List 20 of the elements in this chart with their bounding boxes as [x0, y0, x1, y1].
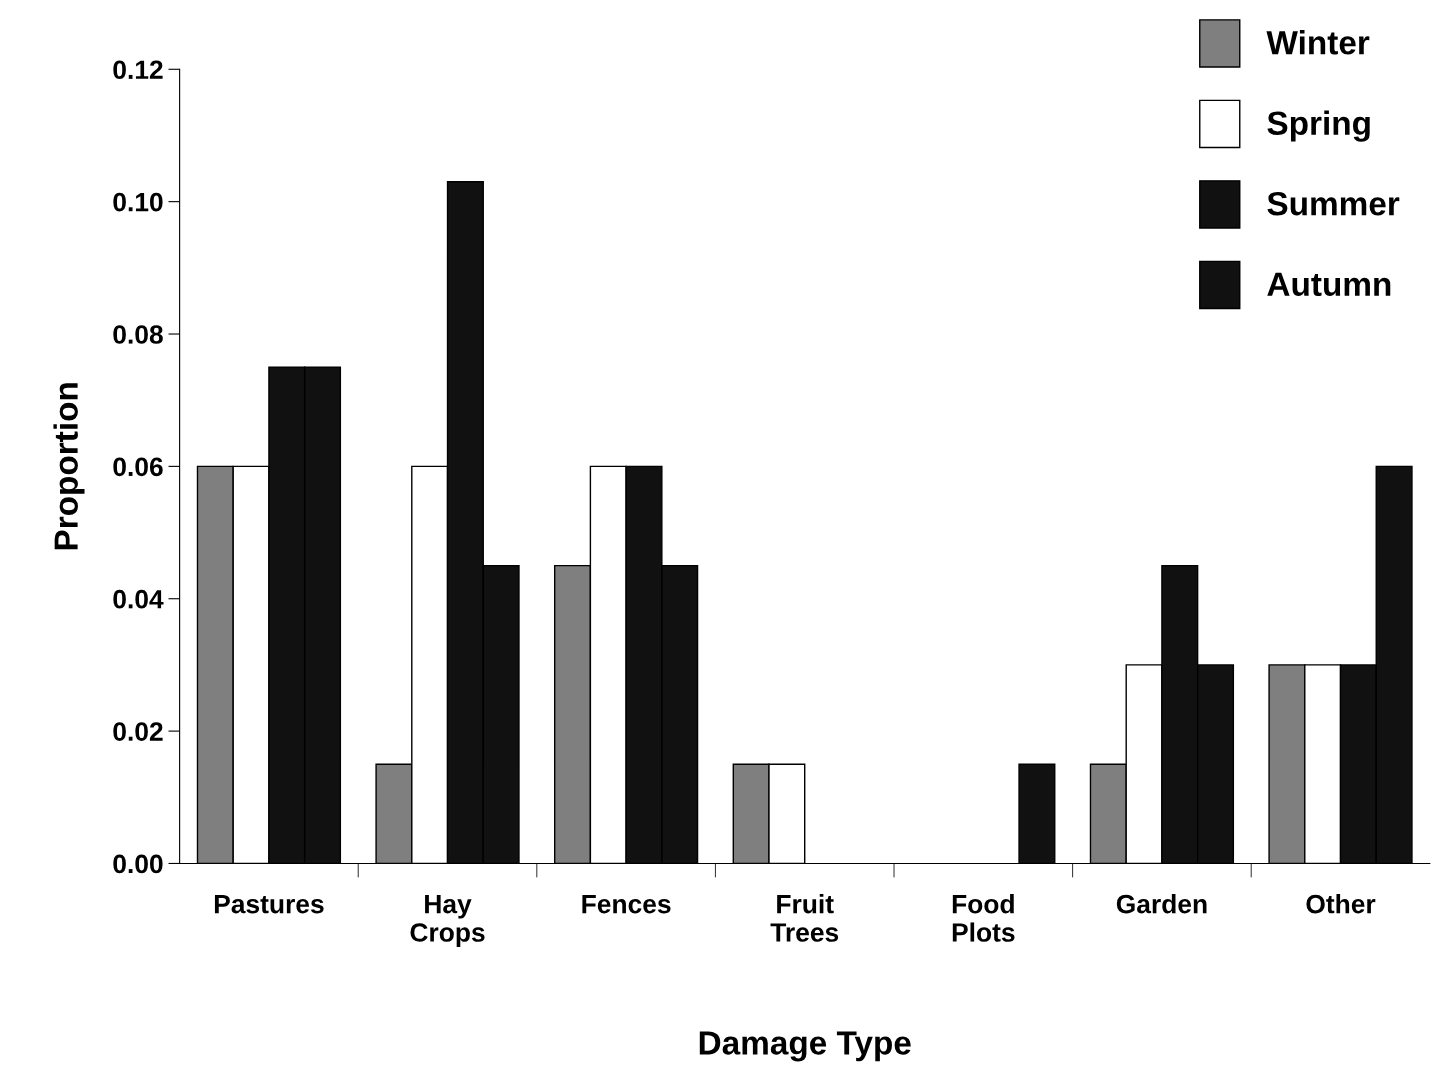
y-tick-label: 0.02: [113, 722, 163, 741]
x-tick-label: Other: [1306, 894, 1376, 914]
legend-label: Summer: [1267, 191, 1400, 216]
y-axis-title: Proportion: [53, 383, 85, 550]
y-tick-label: 0.06: [113, 457, 163, 477]
y-tick-label: 0.12: [113, 60, 163, 80]
x-tick-label: Fruit Trees: [770, 894, 839, 942]
y-tick-label: 0.10: [113, 192, 163, 212]
y-tick-label: 0.04: [113, 589, 164, 609]
x-axis-title: Damage Type: [699, 1031, 911, 1062]
x-tick-label: Hay Crops: [410, 894, 485, 948]
legend-label: Autumn: [1267, 272, 1391, 297]
y-tick-label: 0.00: [113, 854, 163, 874]
x-tick-label: Pastures: [214, 894, 324, 914]
legend-label: Spring: [1267, 110, 1370, 142]
legend-label: Winter: [1266, 30, 1370, 55]
x-tick-label: Fences: [582, 894, 671, 914]
y-tick-label: 0.08: [113, 325, 163, 344]
x-tick-label: Garden: [1116, 894, 1207, 914]
x-tick-label: Food Plots: [952, 894, 1015, 942]
